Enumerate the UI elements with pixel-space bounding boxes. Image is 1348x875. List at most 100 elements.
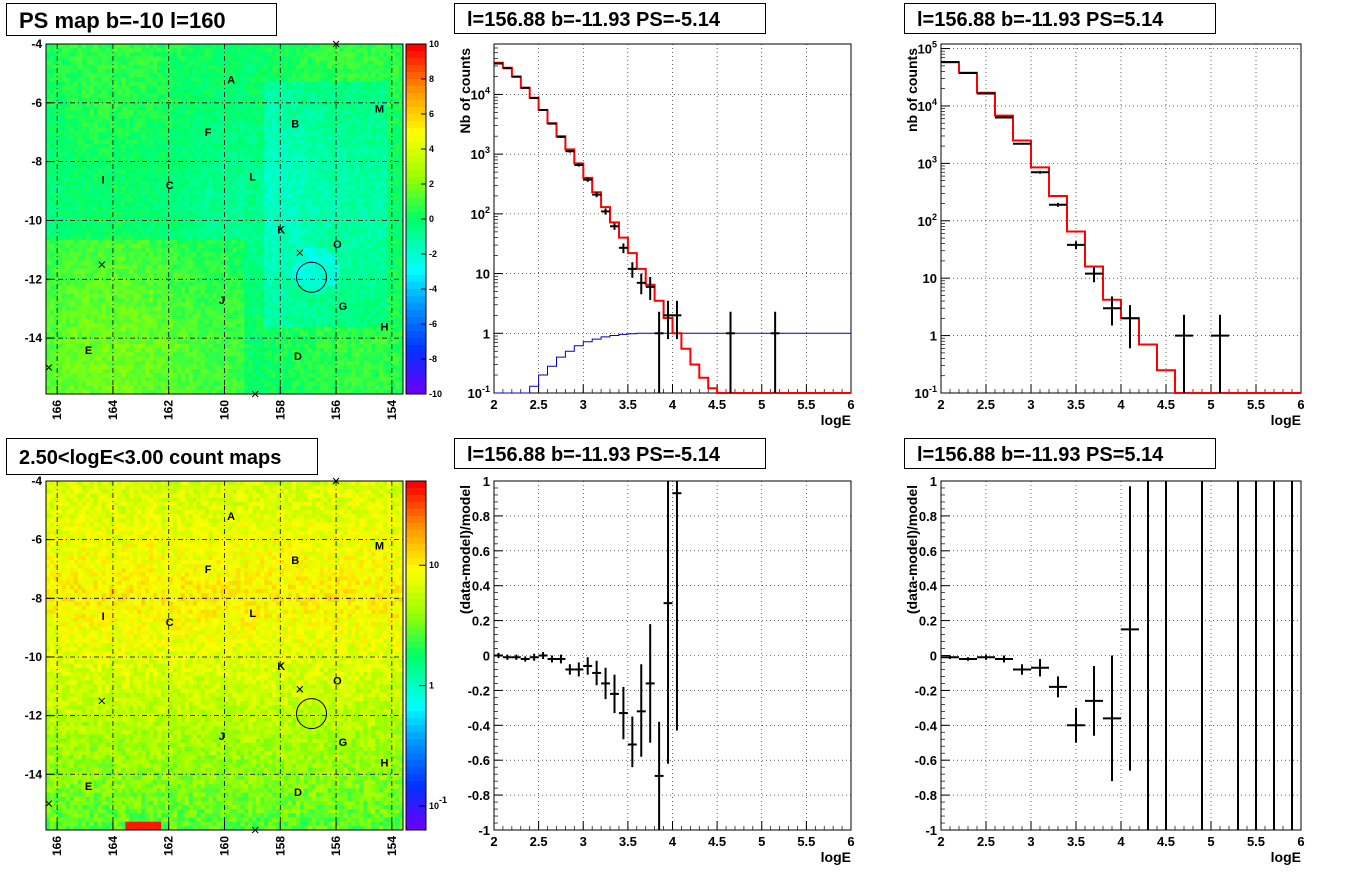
psmap-cross-4	[251, 390, 259, 398]
psmap-palette	[406, 44, 426, 395]
countmap-xtick-label-2: 162	[162, 836, 176, 856]
spec1-xtick-label-7: 5.5	[797, 397, 815, 412]
psmap-palette-label-8: -6	[429, 319, 437, 329]
resid2-point-0	[941, 655, 959, 659]
resid1-point-14	[618, 686, 628, 740]
resid2-ytick-label-9: -0.8	[915, 788, 937, 803]
spec1-point-8	[565, 149, 575, 153]
countmap-palette-label-2: 10-1	[429, 795, 447, 811]
spec1-point-4	[529, 97, 539, 100]
countmap-xtick-label-6: 154	[385, 836, 399, 856]
spec2-ytick-label-3: 102	[918, 212, 937, 229]
psmap-source-label-J: J	[219, 295, 225, 307]
resid2-gridlines	[941, 481, 1301, 830]
countmap-xtick-label-1: 164	[106, 836, 120, 856]
spec2-ytick-label-0: 10-1	[915, 384, 937, 401]
title-residual-1: l=156.88 b=-11.93 PS=-5.14	[454, 438, 766, 469]
resid1-xtick-label-0: 2	[490, 834, 497, 849]
spec2-ytick-label-2: 10	[923, 271, 937, 286]
resid1-point-3	[520, 656, 530, 662]
countmap-source-label-A: A	[227, 511, 235, 523]
resid1-ytick-label-5: 0	[483, 649, 490, 664]
resid1-point-12	[601, 667, 611, 700]
resid2-ytick-label-8: -0.6	[915, 753, 937, 768]
resid1-ytick-label-4: 0.2	[472, 614, 490, 629]
countmap-source-label-J: J	[219, 731, 225, 743]
spec1-xtick-label-3: 3.5	[619, 397, 637, 412]
countmap-source-label-C: C	[166, 617, 174, 629]
resid1-ytick-label-2: 0.6	[472, 544, 490, 559]
spec1-point-19	[663, 300, 673, 340]
spec1-point-6	[547, 122, 557, 125]
resid1-point-6	[547, 655, 557, 663]
psmap-palette-label-2: 6	[429, 109, 434, 119]
spec1-point-16	[636, 273, 646, 295]
countmap-palette	[406, 481, 426, 831]
spec1-point-18	[654, 311, 664, 393]
spec2-point-11	[1175, 314, 1193, 393]
resid2-ytick-label-6: -0.2	[915, 683, 937, 698]
psmap-xtick-label-2: 162	[162, 400, 176, 420]
psmap-palette-label-9: -8	[429, 354, 437, 364]
psmap-palette-label-4: 2	[429, 179, 434, 189]
resid1-ytick-label-3: 0.4	[472, 579, 491, 594]
spec2-point-3	[995, 116, 1013, 119]
psmap-source-label-E: E	[85, 345, 92, 357]
psmap-cross-1	[296, 249, 304, 257]
spec1-point-20	[672, 300, 682, 340]
psmap-ytick-label-5: -14	[25, 331, 43, 345]
psmap-xtick-label-0: 166	[50, 400, 64, 420]
resid1-point-10	[583, 657, 593, 675]
countmap-cross-3	[45, 800, 53, 807]
spec2-ytick-label-4: 103	[918, 154, 937, 171]
resid1-point-17	[645, 624, 655, 743]
resid1-ytick-label-6: -0.2	[468, 683, 490, 698]
spec2-ylabel: nb of counts	[904, 48, 920, 132]
countmap-xtick-label-4: 158	[273, 836, 287, 856]
countmap-source-label-O: O	[333, 675, 342, 687]
countmap-source-label-E: E	[85, 781, 92, 793]
spec2-point-1	[959, 72, 977, 75]
resid1-point-8	[565, 664, 575, 675]
psmap-gridlines	[46, 43, 403, 394]
countmap-source-label-B: B	[291, 555, 299, 567]
spec2-ytick-label-6: 105	[918, 40, 937, 57]
countmap-palette-label-1: 1	[429, 681, 434, 691]
spec1-point-13	[610, 223, 619, 230]
countmap-ytick-label-5: -14	[25, 767, 43, 781]
psmap-xtick-label-5: 156	[329, 400, 343, 420]
spec1-point-17	[645, 276, 655, 301]
psmap-source-label-D: D	[294, 351, 302, 363]
spec2-xtick-label-2: 3	[1027, 397, 1034, 412]
resid1-xtick-label-8: 6	[847, 834, 854, 849]
resid1-xtick-label-7: 5.5	[797, 834, 815, 849]
countmap-cross-0	[332, 477, 340, 485]
countmap-source-label-M: M	[375, 541, 384, 553]
resid1-point-1	[502, 654, 512, 660]
countmap-ytick-label-3: -10	[25, 650, 43, 664]
resid2-ytick-label-0: 1	[930, 474, 937, 489]
spec2-xtick-label-1: 2.5	[977, 397, 995, 412]
spec1-xtick-label-4: 4	[669, 397, 677, 412]
spec1-xtick-label-2: 3	[580, 397, 587, 412]
resid2-point-7	[1067, 707, 1085, 743]
resid1-ytick-label-8: -0.6	[468, 753, 490, 768]
resid2-xtick-label-0: 2	[937, 834, 944, 849]
resid1-point-9	[574, 662, 584, 677]
psmap-xtick-label-3: 160	[218, 400, 232, 420]
resid1-ytick-label-10: -1	[478, 823, 490, 838]
psmap-cross-0	[332, 40, 340, 48]
psmap-heatmap	[46, 44, 404, 395]
spec2-xlabel: logE	[1271, 412, 1301, 428]
resid1-point-4	[529, 653, 539, 661]
countmap-cross-2	[98, 697, 106, 705]
spec2-xtick-label-8: 6	[1297, 397, 1304, 412]
resid2-xlabel: logE	[1271, 849, 1301, 865]
resid1-ytick-label-1: 0.8	[472, 509, 490, 524]
title-residual-2: l=156.88 b=-11.93 PS=5.14	[904, 438, 1216, 469]
resid2-ytick-label-3: 0.4	[919, 579, 938, 594]
resid2-xtick-label-5: 4.5	[1157, 834, 1175, 849]
title-spectrum-2: l=156.88 b=-11.93 PS=5.14	[904, 3, 1216, 34]
psmap-palette-label-10: -10	[429, 389, 442, 399]
